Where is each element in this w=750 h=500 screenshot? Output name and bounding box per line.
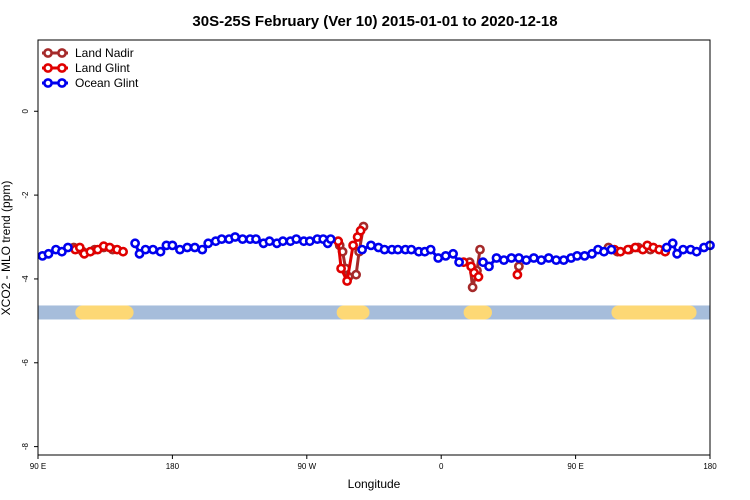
- data-point: [512, 269, 523, 280]
- plot-frame: [37, 39, 711, 456]
- legend-item: Land Nadir: [42, 46, 134, 60]
- data-point: [355, 225, 366, 236]
- data-point: [140, 244, 151, 255]
- data-point: [551, 255, 562, 265]
- x-axis-label: Longitude: [348, 477, 401, 491]
- land-ocean-bar: [38, 305, 710, 320]
- y-tick-label: -2: [21, 191, 30, 199]
- x-tick-label: 180: [703, 462, 717, 471]
- y-tick-label: -8: [21, 443, 30, 451]
- data-point: [392, 244, 403, 255]
- y-tick-label: -4: [21, 275, 30, 283]
- land-segment: [611, 305, 697, 320]
- data-point: [74, 242, 85, 253]
- x-tick-label: 90 W: [297, 462, 316, 471]
- legend-label: Ocean Glint: [75, 76, 139, 90]
- data-point: [521, 255, 532, 265]
- legend-item: Ocean Glint: [42, 76, 139, 90]
- data-point: [351, 269, 361, 280]
- chart-title: 30S-25S February (Ver 10) 2015-01-01 to …: [192, 13, 557, 30]
- land-segment: [336, 305, 370, 320]
- data-point: [291, 234, 302, 244]
- data-point: [366, 240, 376, 251]
- data-point: [691, 246, 702, 257]
- data-point: [678, 244, 688, 255]
- ocean-bar: [38, 305, 710, 320]
- data-point: [514, 261, 524, 272]
- legend-marker: [57, 63, 67, 73]
- data-point: [182, 242, 193, 253]
- data-point: [325, 234, 336, 244]
- y-tick-label: 0: [21, 108, 30, 113]
- data-point: [475, 244, 485, 255]
- legend-marker: [43, 63, 53, 73]
- data-point: [630, 242, 641, 253]
- data-point: [167, 240, 178, 251]
- data-point: [333, 236, 344, 247]
- x-axis: 90 E 180 90 W 0 90 E 180: [30, 455, 717, 471]
- data-point: [251, 234, 261, 244]
- data-point: [130, 238, 140, 249]
- y-tick-label: -6: [21, 359, 30, 367]
- data-point: [357, 244, 367, 255]
- x-tick-label: 180: [166, 462, 180, 471]
- data-point: [148, 244, 158, 255]
- data-point: [615, 246, 626, 257]
- legend-marker: [43, 78, 53, 88]
- x-tick-label: 90 E: [567, 462, 583, 471]
- data-point: [606, 244, 617, 255]
- data-point: [433, 253, 444, 263]
- land-segment: [75, 305, 134, 320]
- data-point: [528, 253, 539, 263]
- y-axis-label: XCO2 - MLO trend (ppm): [0, 181, 13, 316]
- land-segment: [463, 305, 492, 320]
- legend-label: Land Glint: [75, 61, 130, 75]
- series-ocean-glint: [37, 232, 715, 272]
- data-point: [118, 246, 128, 257]
- legend-marker: [57, 48, 67, 58]
- data-point: [230, 232, 240, 242]
- data-point: [506, 253, 517, 263]
- data-point: [425, 244, 436, 255]
- data-point: [348, 240, 358, 251]
- data-point: [572, 250, 582, 261]
- data-point: [454, 257, 464, 268]
- data-point: [473, 271, 484, 282]
- data-point: [277, 236, 288, 247]
- legend-label: Land Nadir: [75, 46, 134, 60]
- data-point: [336, 263, 346, 274]
- x-tick-label: 90 E: [30, 462, 46, 471]
- data-point: [342, 276, 352, 286]
- y-axis: 0 -2 -4 -6 -8: [21, 108, 38, 450]
- data-point: [484, 261, 494, 272]
- series-layer: [37, 221, 715, 293]
- data-point: [43, 248, 54, 259]
- legend-marker: [57, 78, 67, 88]
- data-point: [197, 244, 208, 255]
- data-point: [543, 253, 554, 263]
- data-point: [304, 236, 315, 247]
- data-point: [406, 244, 417, 255]
- data-point: [667, 238, 678, 249]
- data-point: [63, 242, 73, 253]
- data-point: [155, 246, 166, 257]
- x-tick-label: 0: [439, 462, 444, 471]
- data-point: [237, 234, 248, 244]
- data-point: [467, 282, 478, 293]
- data-point: [498, 255, 509, 265]
- legend-marker: [43, 48, 53, 58]
- legend-item: Land Glint: [42, 61, 130, 75]
- data-point: [189, 242, 200, 253]
- data-point: [203, 238, 214, 249]
- data-point: [448, 248, 458, 259]
